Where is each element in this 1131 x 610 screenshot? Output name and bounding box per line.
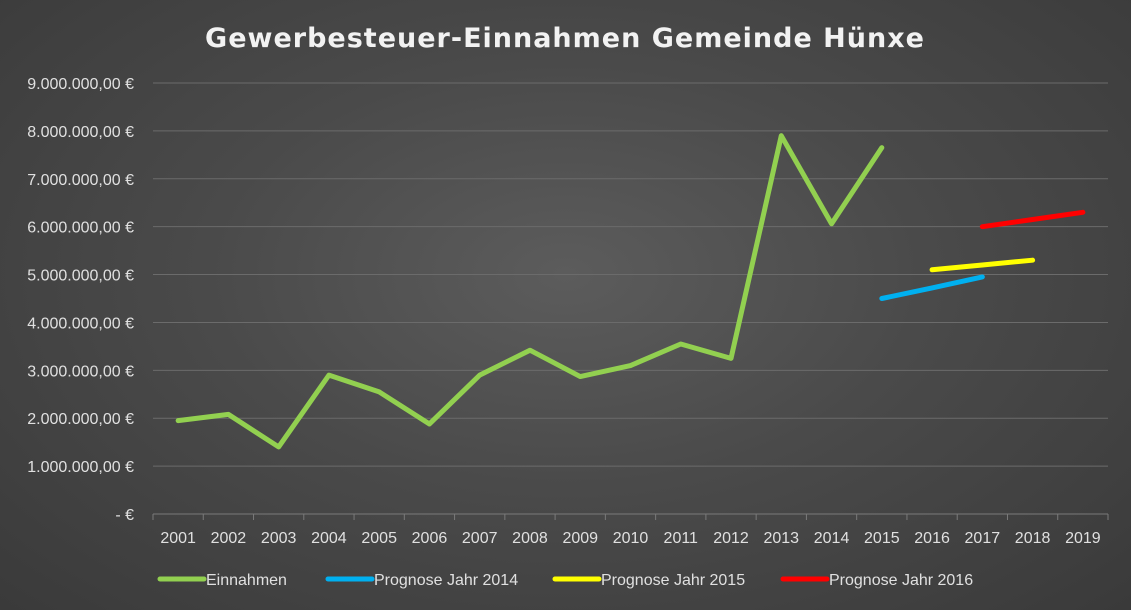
y-tick-label: 4.000.000,00 € bbox=[27, 315, 134, 332]
x-tick-label: 2013 bbox=[763, 530, 799, 547]
x-tick-label: 2001 bbox=[160, 530, 196, 547]
x-tick-label: 2016 bbox=[914, 530, 950, 547]
x-tick-label: 2010 bbox=[613, 530, 649, 547]
legend: Einnahmen Prognose Jahr 2014 Prognose Jahr… bbox=[157, 572, 973, 589]
y-tick-label: 3.000.000,00 € bbox=[27, 363, 134, 380]
y-tick-label: 1.000.000,00 € bbox=[27, 459, 134, 476]
series-line-3 bbox=[979, 209, 1086, 230]
legend-label: Einnahmen bbox=[206, 572, 287, 589]
legend-label: Prognose Jahr 2014 bbox=[374, 572, 518, 589]
chart-title: Gewerbesteuer-Einnahmen Gemeinde Hünxe bbox=[205, 23, 925, 54]
x-tick-label: 2011 bbox=[664, 530, 699, 547]
x-axis-labels: 2001 2002 2003 2004 2005 2006 2007 2008 2009 2010… bbox=[160, 530, 1100, 547]
x-tick-label: 2009 bbox=[562, 530, 598, 547]
series-line-2 bbox=[929, 257, 1036, 273]
series-line-0 bbox=[175, 133, 885, 450]
x-tick-label: 2005 bbox=[361, 530, 397, 547]
x-tick-label: 2007 bbox=[462, 530, 498, 547]
x-tick-label: 2019 bbox=[1065, 530, 1101, 547]
x-tick-label: 2008 bbox=[512, 530, 548, 547]
x-tick-label: 2003 bbox=[261, 530, 297, 547]
x-tick-label: 2002 bbox=[211, 530, 247, 547]
y-axis-labels: - € 1.000.000,00 € 2.000.000,00 € 3.000.000… bbox=[27, 76, 134, 524]
series-lines bbox=[175, 133, 1086, 450]
series-line-1 bbox=[879, 274, 985, 301]
y-tick-label: 9.000.000,00 € bbox=[27, 76, 134, 93]
x-tick-label: 2015 bbox=[864, 530, 900, 547]
legend-label: Prognose Jahr 2016 bbox=[829, 572, 973, 589]
x-tick-label: 2018 bbox=[1015, 530, 1051, 547]
x-tick-label: 2004 bbox=[311, 530, 347, 547]
y-tick-label: 7.000.000,00 € bbox=[27, 172, 134, 189]
x-tick-label: 2012 bbox=[713, 530, 749, 547]
gridlines bbox=[152, 82, 1109, 520]
x-tick-label: 2017 bbox=[965, 530, 1001, 547]
y-tick-label: 5.000.000,00 € bbox=[27, 268, 134, 285]
y-tick-label: - € bbox=[115, 507, 134, 524]
x-tick-label: 2006 bbox=[412, 530, 448, 547]
legend-label: Prognose Jahr 2015 bbox=[601, 572, 745, 589]
y-tick-label: 8.000.000,00 € bbox=[27, 124, 134, 141]
x-tick-label: 2014 bbox=[814, 530, 850, 547]
y-tick-label: 2.000.000,00 € bbox=[27, 411, 134, 428]
y-tick-label: 6.000.000,00 € bbox=[27, 220, 134, 237]
